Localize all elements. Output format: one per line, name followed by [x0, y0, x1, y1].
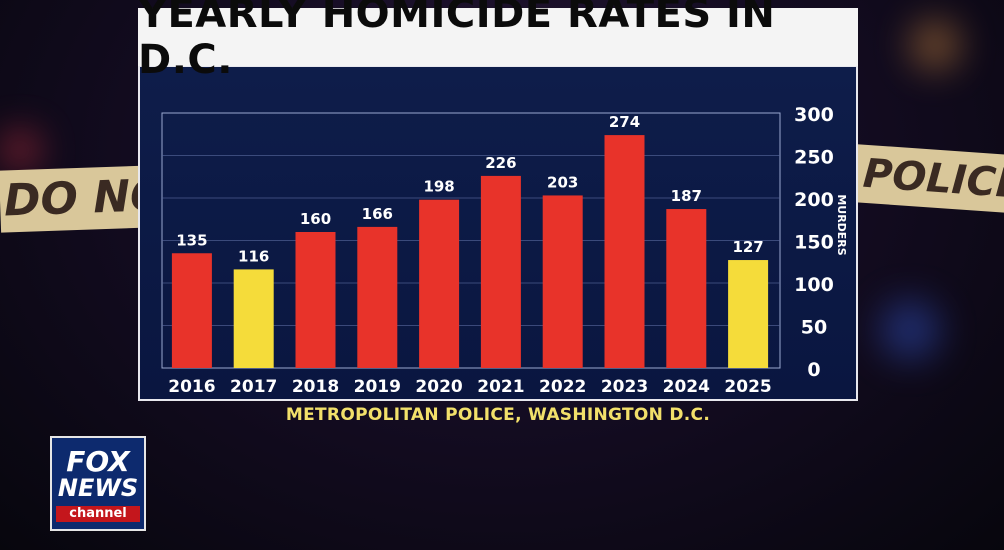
background-light-orange	[910, 20, 960, 70]
data-label-2016: 135	[176, 231, 207, 249]
x-tick-label-2024: 2024	[663, 377, 710, 397]
y-tick-label: 250	[794, 147, 834, 169]
x-tick-label-2020: 2020	[415, 377, 462, 397]
data-label-2018: 160	[300, 210, 331, 228]
x-tick-label-2017: 2017	[230, 377, 277, 397]
data-label-2024: 187	[671, 187, 702, 205]
bar-2024	[666, 209, 707, 368]
background-light-red	[0, 130, 40, 170]
x-tick-label-2022: 2022	[539, 377, 586, 397]
logo-channel-text: channel	[56, 506, 140, 522]
bar-2018	[295, 232, 336, 368]
bar-2016	[171, 253, 212, 368]
police-tape-right: POLICE LIN	[853, 144, 1004, 214]
x-tick-label-2018: 2018	[292, 377, 339, 397]
background-light-blue	[880, 300, 940, 360]
bar-2023	[604, 135, 645, 368]
x-tick-label-2021: 2021	[477, 377, 524, 397]
data-label-2020: 198	[423, 178, 454, 196]
y-tick-label: 0	[807, 359, 820, 381]
bar-2017	[233, 269, 274, 368]
bar-2020	[419, 199, 460, 368]
y-axis-label: MURDERS	[835, 194, 848, 255]
x-tick-label-2023: 2023	[601, 377, 648, 397]
y-tick-label: 100	[794, 274, 834, 296]
bar-2022	[542, 195, 583, 368]
x-tick-label-2016: 2016	[168, 377, 215, 397]
y-tick-label: 300	[794, 104, 834, 126]
bar-2021	[480, 175, 521, 368]
y-tick-label: 200	[794, 189, 834, 211]
data-label-2023: 274	[609, 113, 640, 131]
chart-source: METROPOLITAN POLICE, WASHINGTON D.C.	[285, 405, 711, 425]
plot-area: 0 50 100 150 200 250 300 MURDERS 135 2016 116 2017 1…	[161, 104, 848, 397]
police-tape-left: DO NOT	[0, 165, 156, 233]
fox-news-logo: FOX NEWS channel	[50, 436, 146, 531]
data-label-2017: 116	[238, 247, 269, 265]
chart-title: YEARLY HOMICIDE RATES IN D.C.	[138, 0, 776, 83]
logo-fox-text: FOX	[66, 445, 130, 478]
title-bar: YEARLY HOMICIDE RATES IN D.C.	[138, 0, 858, 83]
bar-2025	[728, 260, 769, 368]
data-label-2019: 166	[362, 205, 393, 223]
data-label-2021: 226	[485, 154, 516, 172]
bar-2019	[357, 226, 398, 368]
y-tick-label: 150	[794, 232, 834, 254]
bar-chart: 0 50 100 150 200 250 300 MURDERS 135 2016 116 2017 1…	[161, 104, 848, 397]
data-label-2022: 203	[547, 173, 578, 191]
y-tick-label: 50	[801, 317, 827, 339]
x-tick-label-2025: 2025	[724, 377, 771, 397]
logo-news-text: NEWS	[57, 474, 139, 502]
x-tick-label-2019: 2019	[354, 377, 401, 397]
data-label-2025: 127	[732, 238, 763, 256]
